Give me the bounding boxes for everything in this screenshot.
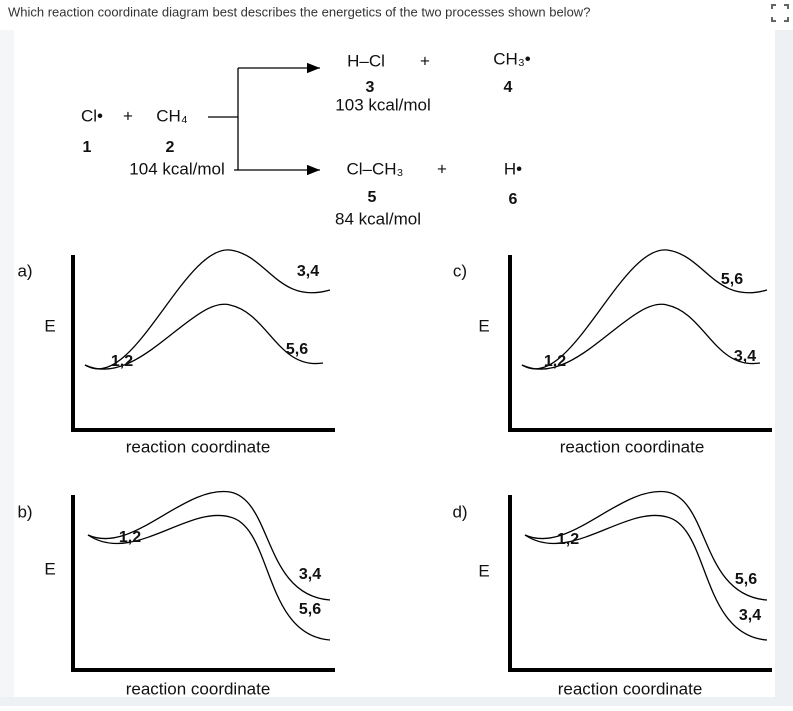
axis-label: E [478,561,489,580]
x-axis-label: reaction coordinate [126,679,271,698]
curve-label: 3,4 [297,263,319,280]
species: CH₄ [156,106,188,125]
species-number: 4 [504,79,513,96]
curve-label: 3,4 [739,607,761,624]
curve-label: 5,6 [721,271,743,288]
energy-curve [87,514,331,641]
energy-curve [524,514,768,641]
curve-label: 1,2 [557,531,579,548]
bond-energy: 104 kcal/mol [129,159,224,178]
panel-label: a) [17,261,32,280]
plus: + [420,51,430,70]
axes [71,495,335,672]
axis-label: E [478,316,489,335]
axis-label: E [44,316,55,335]
x-axis-label: reaction coordinate [558,679,703,698]
question: Which reaction coordinate diagram best d… [8,4,590,19]
panel-label: c) [453,261,467,280]
margin [775,30,793,706]
species-number: 6 [509,191,518,208]
panel-label: d) [452,502,467,521]
species: CH₃• [493,49,530,68]
curve-label: 3,4 [299,566,321,583]
species: Cl–CH₃ [347,159,404,178]
energy-curve [521,303,761,370]
curve-label: 3,4 [734,348,756,365]
curve-label: 1,2 [111,353,133,370]
axis-label: E [44,559,55,578]
energy-curve [84,249,331,370]
panel-label: b) [17,502,32,521]
curve-label: 5,6 [735,571,757,588]
bond-energy: 84 kcal/mol [335,209,421,228]
species: Cl• [81,106,103,125]
connector [208,68,239,170]
plus: + [437,159,447,178]
species-number: 5 [368,189,377,206]
curve-label: 1,2 [119,529,141,546]
axes [71,255,335,432]
axes [508,495,772,672]
curve-label: 5,6 [286,341,308,358]
plus: + [123,106,133,125]
energy-curve [524,490,768,601]
species-number: 1 [83,139,92,156]
energy-curve [84,303,324,370]
x-axis-label: reaction coordinate [560,437,705,456]
curve-label: 5,6 [299,601,321,618]
x-axis-label: reaction coordinate [126,437,271,456]
margin [0,30,14,706]
species: H–Cl [347,51,385,70]
species-number: 2 [166,139,175,156]
species-number: 3 [366,79,375,96]
expand-icon[interactable] [771,4,789,22]
curve-label: 1,2 [544,353,566,370]
energy-curve [521,249,768,370]
species: H• [504,159,522,178]
axes [508,255,772,432]
margin [0,697,793,706]
energy-curve [87,490,331,601]
bond-energy: 103 kcal/mol [335,95,430,114]
